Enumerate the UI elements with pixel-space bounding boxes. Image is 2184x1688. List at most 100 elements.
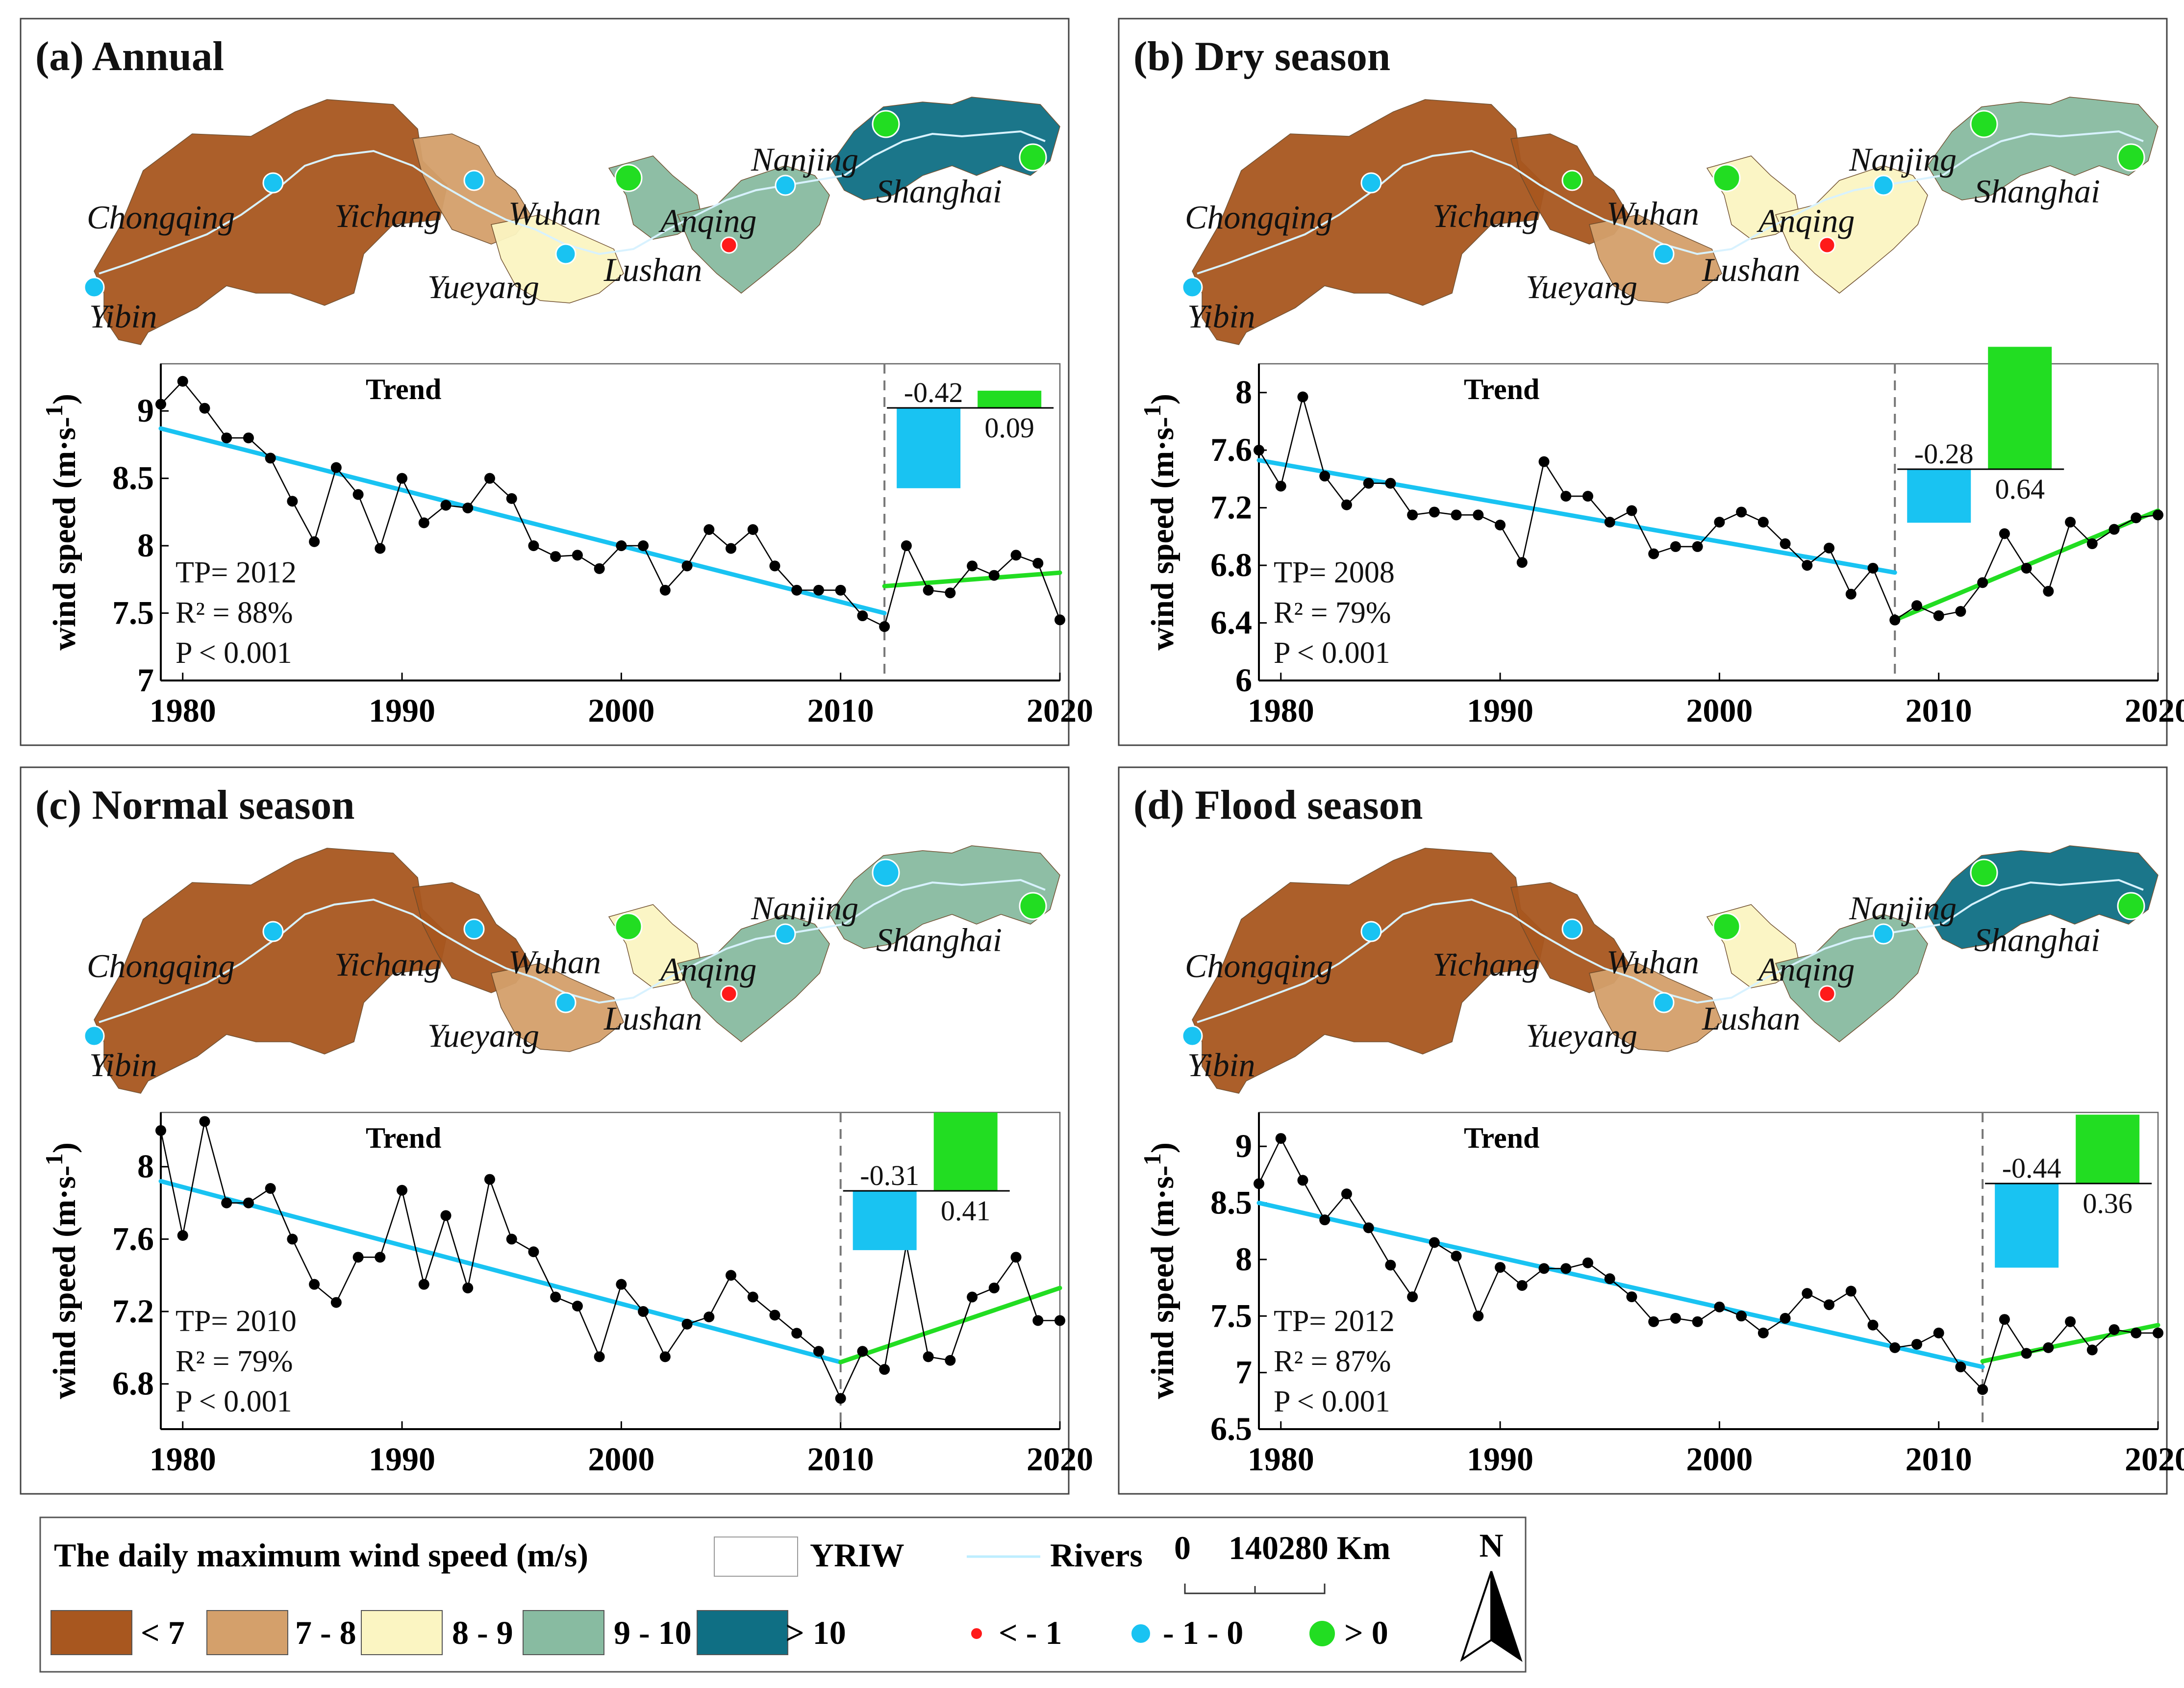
slope-label-before: -0.28	[1914, 438, 1974, 470]
stat-text: P < 0.001	[1274, 636, 1390, 670]
data-point	[594, 563, 605, 574]
data-point	[1802, 560, 1813, 571]
trend-chart: 6 6.4 6.8 7.2 7.6 8 1980 1990 2000 2010 2020 wind s…	[1138, 347, 2184, 729]
fit-line-after	[838, 1285, 1062, 1364]
data-point	[747, 1291, 758, 1303]
data-point	[1319, 1214, 1330, 1226]
data-point	[1407, 1291, 1418, 1303]
data-point	[1757, 1327, 1769, 1338]
data-point	[1933, 1327, 1944, 1338]
station-marker-shanghai	[2117, 143, 2145, 172]
data-point	[177, 1230, 188, 1241]
data-point	[155, 399, 166, 410]
city-label-anqing: Anqing	[1757, 951, 1855, 988]
data-point	[243, 432, 254, 444]
data-point	[1736, 1310, 1747, 1322]
y-axis-label: wind speed (m·s-1)	[1138, 1142, 1180, 1399]
data-point	[528, 1246, 539, 1258]
data-point	[923, 1351, 934, 1362]
y-axis-label: wind speed (m·s-1)	[40, 394, 82, 651]
data-point	[1451, 509, 1462, 521]
city-label-yueyang: Yueyang	[1526, 1017, 1637, 1054]
data-point	[1363, 478, 1374, 489]
panel-4: (d) Flood season Chongqing Yichang Wuhan Anq…	[1118, 766, 2184, 1495]
legend-swatch-class	[206, 1610, 288, 1655]
station-marker-anqing	[720, 236, 738, 254]
data-point	[1780, 538, 1791, 550]
station-marker-chongqing	[1360, 921, 1382, 942]
city-label-anqing: Anqing	[1757, 202, 1855, 239]
x-tick-label: 2010	[1906, 1440, 1972, 1478]
station-marker-upper	[1970, 110, 1998, 138]
data-point	[1867, 562, 1879, 574]
y-tick-label: 6.8	[112, 1365, 154, 1402]
legend-class-label: > 10	[785, 1614, 846, 1651]
data-point	[330, 1297, 342, 1308]
station-marker-upper	[872, 110, 900, 138]
x-tick-label: 1980	[150, 1440, 216, 1478]
data-point	[2153, 509, 2163, 521]
legend-swatch-class	[361, 1610, 443, 1655]
data-point	[1032, 1315, 1044, 1326]
city-label-chongqing: Chongqing	[87, 199, 235, 236]
slope-label-before: -0.31	[860, 1159, 919, 1191]
basin-map: Chongqing Yichang Wuhan Anqing Nanjing Shangh…	[83, 97, 1060, 345]
data-point	[857, 610, 868, 622]
data-point	[418, 1279, 429, 1290]
data-point	[857, 1346, 868, 1357]
panel-title: (b) Dry season	[1133, 33, 1390, 79]
city-label-shanghai: Shanghai	[876, 921, 1002, 958]
y-tick-label: 8.5	[1210, 1184, 1252, 1221]
y-tick-label: 7.5	[112, 594, 154, 631]
legend-station-label: - 1 - 0	[1163, 1614, 1243, 1651]
station-marker-yichang	[1561, 918, 1583, 940]
station-marker-chongqing	[262, 172, 284, 194]
legend-swatch-class	[697, 1610, 788, 1655]
legend-station-dot	[1130, 1623, 1151, 1644]
data-point	[1538, 456, 1550, 467]
stat-text: TP= 2008	[1274, 556, 1395, 589]
station-marker-yichang	[1561, 170, 1583, 191]
data-point	[1538, 1263, 1550, 1274]
basin-region	[1775, 914, 1928, 1042]
data-point	[1714, 1301, 1725, 1312]
scale-label-0: 0	[1174, 1529, 1191, 1566]
data-point	[1010, 1252, 1022, 1263]
data-point	[945, 1355, 956, 1366]
city-label-shanghai: Shanghai	[876, 173, 1002, 210]
data-point	[2153, 1327, 2163, 1338]
legend-class-label: 9 - 10	[614, 1614, 692, 1651]
data-point	[967, 560, 978, 572]
trend-title: Trend	[1464, 1122, 1539, 1154]
x-tick-label: 2000	[1686, 1440, 1753, 1478]
panel-title: (d) Flood season	[1133, 782, 1423, 828]
data-point	[879, 621, 890, 632]
slope-label-before: -0.44	[2002, 1152, 2061, 1184]
data-point	[1341, 1188, 1352, 1200]
data-point	[703, 1311, 715, 1323]
data-point	[375, 543, 386, 554]
data-point	[550, 551, 561, 562]
x-tick-label: 2020	[1027, 692, 1093, 729]
slope-bar-before	[897, 408, 961, 488]
data-point	[813, 584, 824, 596]
data-point	[199, 403, 210, 414]
y-tick-label: 8	[1235, 374, 1252, 411]
city-label-nanjing: Nanjing	[751, 889, 858, 927]
data-point	[1604, 1273, 1615, 1285]
basin-region	[94, 99, 448, 345]
panel-border	[20, 766, 1070, 1495]
data-point	[945, 587, 956, 599]
trend-title: Trend	[366, 373, 441, 405]
data-point	[397, 1184, 408, 1196]
data-point	[594, 1351, 605, 1362]
city-label-yueyang: Yueyang	[1526, 268, 1637, 305]
north-label: N	[1479, 1527, 1503, 1564]
fit-line-before	[1256, 458, 1897, 575]
data-point	[901, 540, 912, 552]
data-point	[2043, 585, 2054, 597]
slope-label-before: -0.42	[904, 377, 963, 408]
y-tick-label: 7.5	[1210, 1297, 1252, 1334]
data-point	[1955, 606, 1966, 617]
